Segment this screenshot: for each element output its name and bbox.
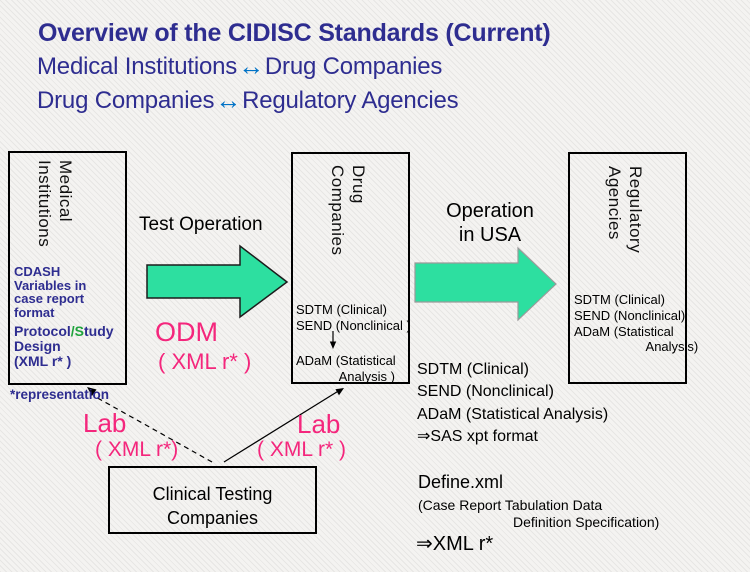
relation-line-2: Drug Companies↔Regulatory Agencies	[37, 85, 459, 115]
page-title: Overview of the CIDISC Standards (Curren…	[38, 19, 551, 47]
drug-companies-box: Drug Companies SDTM (Clinical) SEND (Non…	[291, 152, 411, 384]
cdash-description: Variables in case report format	[14, 277, 87, 320]
define-xml-title: Define.xml	[418, 472, 504, 492]
green-arrow-operation-usa-icon	[414, 246, 557, 322]
drug-companies-title: Drug Companies	[328, 165, 368, 256]
define-xml-subtitle-line1: (Case Report Tabulation Data	[418, 497, 603, 513]
cdash-label: CDASH	[14, 264, 61, 279]
relation2-left: Drug Companies	[37, 87, 215, 114]
medical-xml-label: (XML r* )	[14, 353, 72, 369]
test-operation-label: Test Operation	[139, 214, 263, 235]
relation-line-1: Medical Institutions↔Drug Companies	[37, 53, 442, 81]
arrowhead-to-drug-icon	[335, 388, 344, 396]
regulatory-agencies-box: Regulatory Agencies SDTM (Clinical) SEND…	[568, 152, 698, 384]
output-formats-list: SDTM (Clinical) SEND (Nonclinical) ADaM …	[417, 361, 609, 445]
relation1-left: Medical Institutions	[37, 53, 238, 80]
lab-left-label: Lab	[83, 408, 127, 438]
medical-institutions-title: Medical Institutions	[35, 160, 75, 248]
odm-xml-label: ( XML r* )	[158, 349, 252, 374]
define-xml-result: ⇒XML r*	[416, 533, 494, 555]
define-xml-subtitle-line2: Definition Specification)	[513, 514, 660, 530]
odm-label: ODM	[155, 317, 218, 347]
medical-box-content: CDASH Variables in case report format Pr…	[14, 265, 114, 369]
medical-institutions-box: Medical Institutions CDASH Variables in …	[8, 151, 127, 385]
relation1-right: Drug Companies	[264, 53, 443, 80]
drug-standards-top: SDTM (Clinical) SEND (Nonclinical )	[296, 302, 411, 333]
lab-right-xml-label: ( XML r* )	[257, 438, 347, 461]
clinical-testing-companies-label: Clinical Testing Companies	[152, 484, 273, 528]
regulatory-standards-list: SDTM (Clinical) SEND (Nonclinical) ADaM …	[574, 292, 699, 355]
lab-right-label: Lab	[297, 409, 341, 439]
protocol-study-label: Protocol/Study	[14, 323, 114, 339]
drug-standards-bottom: ADaM (Statistical Analysis )	[296, 353, 396, 384]
operation-in-usa-label: Operation in USA	[446, 200, 534, 246]
relation2-right: Regulatory Agencies	[242, 87, 459, 114]
double-arrow-icon: ↔	[238, 51, 264, 81]
design-label: Design	[14, 338, 61, 354]
representation-footnote: *representation	[10, 387, 110, 402]
clinical-testing-companies-box: Clinical Testing Companies	[108, 466, 317, 534]
regulatory-agencies-title: Regulatory Agencies	[605, 166, 645, 254]
green-arrow-test-operation-icon	[146, 244, 289, 319]
lab-left-xml-label: ( XML r*)	[95, 438, 179, 461]
double-arrow-icon: ↔	[215, 85, 242, 115]
